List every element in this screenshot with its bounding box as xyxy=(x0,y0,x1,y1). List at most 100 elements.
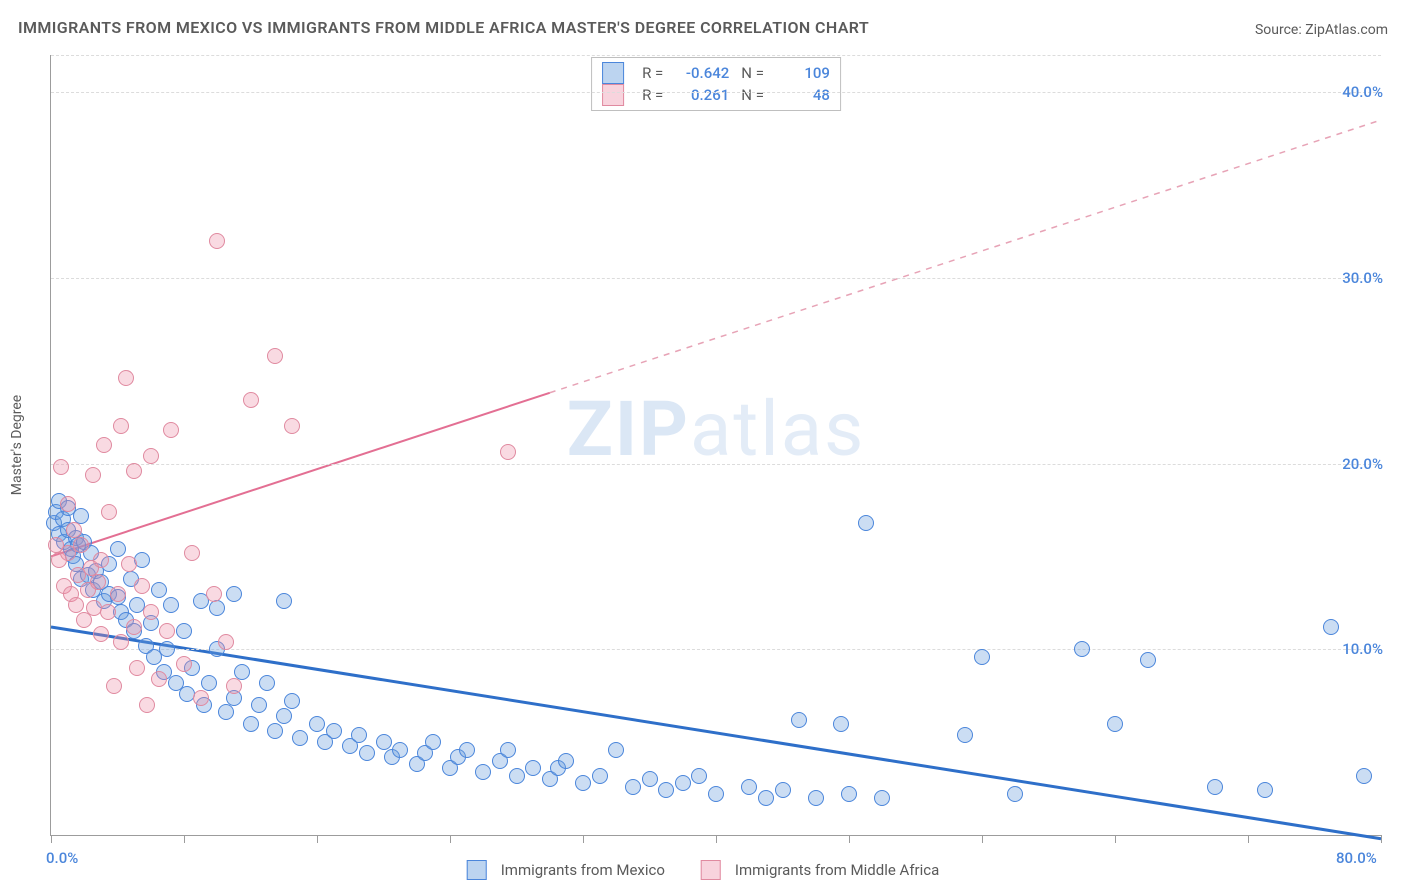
point-mexico xyxy=(326,723,342,739)
y-tick-label: 20.0% xyxy=(1342,455,1383,473)
stat-n-label: N = xyxy=(741,62,764,84)
stat-n-label: N = xyxy=(741,84,764,106)
x-tick xyxy=(450,835,451,843)
point-middle-africa xyxy=(60,496,76,512)
point-middle-africa xyxy=(113,418,129,434)
grid-line xyxy=(51,649,1381,650)
point-mexico xyxy=(163,597,179,613)
point-mexico xyxy=(1207,779,1223,795)
point-middle-africa xyxy=(243,392,259,408)
point-mexico xyxy=(359,745,375,761)
stat-r-value: -0.642 xyxy=(675,62,729,84)
point-middle-africa xyxy=(267,348,283,364)
watermark-light: atlas xyxy=(690,384,865,474)
point-mexico xyxy=(858,515,874,531)
x-tick xyxy=(1115,835,1116,843)
y-tick-label: 10.0% xyxy=(1342,640,1383,658)
grid-line xyxy=(51,278,1381,279)
point-mexico xyxy=(791,712,807,728)
point-mexico xyxy=(309,716,325,732)
point-mexico xyxy=(234,664,250,680)
point-middle-africa xyxy=(68,597,84,613)
point-mexico xyxy=(708,786,724,802)
point-mexico xyxy=(592,768,608,784)
x-tick xyxy=(1381,835,1382,843)
grid-line xyxy=(51,92,1381,93)
point-mexico xyxy=(1356,768,1372,784)
point-mexico xyxy=(151,582,167,598)
point-middle-africa xyxy=(209,233,225,249)
point-middle-africa xyxy=(134,578,150,594)
point-middle-africa xyxy=(218,634,234,650)
stat-n-value: 48 xyxy=(776,84,830,106)
point-mexico xyxy=(575,775,591,791)
point-mexico xyxy=(134,552,150,568)
point-mexico xyxy=(209,600,225,616)
point-middle-africa xyxy=(121,556,137,572)
point-mexico xyxy=(1257,782,1273,798)
stat-r-label: R = xyxy=(642,62,663,84)
point-mexico xyxy=(376,734,392,750)
y-tick-label: 40.0% xyxy=(1342,83,1383,101)
point-middle-africa xyxy=(129,660,145,676)
point-middle-africa xyxy=(206,586,222,602)
point-middle-africa xyxy=(93,552,109,568)
legend-swatch-icon xyxy=(602,62,624,84)
grid-line xyxy=(51,464,1381,465)
point-middle-africa xyxy=(126,619,142,635)
point-mexico xyxy=(218,704,234,720)
legend-swatch-icon xyxy=(701,860,721,880)
point-mexico xyxy=(642,771,658,787)
point-mexico xyxy=(392,742,408,758)
legend-label: Immigrants from Mexico xyxy=(501,861,665,879)
x-tick xyxy=(184,835,185,843)
x-tick xyxy=(849,835,850,843)
stat-n-value: 109 xyxy=(776,62,830,84)
point-middle-africa xyxy=(126,463,142,479)
point-middle-africa xyxy=(113,634,129,650)
point-middle-africa xyxy=(139,697,155,713)
point-middle-africa xyxy=(143,448,159,464)
point-mexico xyxy=(292,730,308,746)
point-mexico xyxy=(351,727,367,743)
legend-label: Immigrants from Middle Africa xyxy=(735,861,939,879)
grid-line xyxy=(51,55,1381,56)
x-axis-end-label: 80.0% xyxy=(1336,849,1377,867)
point-mexico xyxy=(608,742,624,758)
source-label: Source: ZipAtlas.com xyxy=(1255,22,1388,38)
point-mexico xyxy=(259,675,275,691)
trend-line-middle-africa xyxy=(51,393,550,557)
x-tick xyxy=(716,835,717,843)
point-mexico xyxy=(841,786,857,802)
point-mexico xyxy=(176,623,192,639)
point-mexico xyxy=(251,697,267,713)
point-mexico xyxy=(1074,641,1090,657)
point-mexico xyxy=(558,753,574,769)
x-tick xyxy=(583,835,584,843)
point-mexico xyxy=(1007,786,1023,802)
point-mexico xyxy=(874,790,890,806)
legend-item: Immigrants from Mexico xyxy=(467,860,665,880)
point-middle-africa xyxy=(110,586,126,602)
point-mexico xyxy=(226,586,242,602)
point-mexico xyxy=(691,768,707,784)
x-tick xyxy=(1248,835,1249,843)
y-tick-label: 30.0% xyxy=(1342,269,1383,287)
point-middle-africa xyxy=(193,690,209,706)
point-middle-africa xyxy=(151,671,167,687)
point-mexico xyxy=(459,742,475,758)
trend-line-mexico xyxy=(51,627,1381,839)
scatter-plot: ZIPatlas Master's Degree R =-0.642N =109… xyxy=(50,55,1381,836)
point-middle-africa xyxy=(96,437,112,453)
x-tick xyxy=(982,835,983,843)
point-mexico xyxy=(741,779,757,795)
trend-line-extrapolation xyxy=(550,120,1381,393)
point-mexico xyxy=(625,779,641,795)
x-tick xyxy=(317,835,318,843)
point-middle-africa xyxy=(90,574,106,590)
point-mexico xyxy=(276,708,292,724)
point-mexico xyxy=(425,734,441,750)
x-axis-start-label: 0.0% xyxy=(46,849,78,867)
point-mexico xyxy=(475,764,491,780)
point-mexico xyxy=(1323,619,1339,635)
